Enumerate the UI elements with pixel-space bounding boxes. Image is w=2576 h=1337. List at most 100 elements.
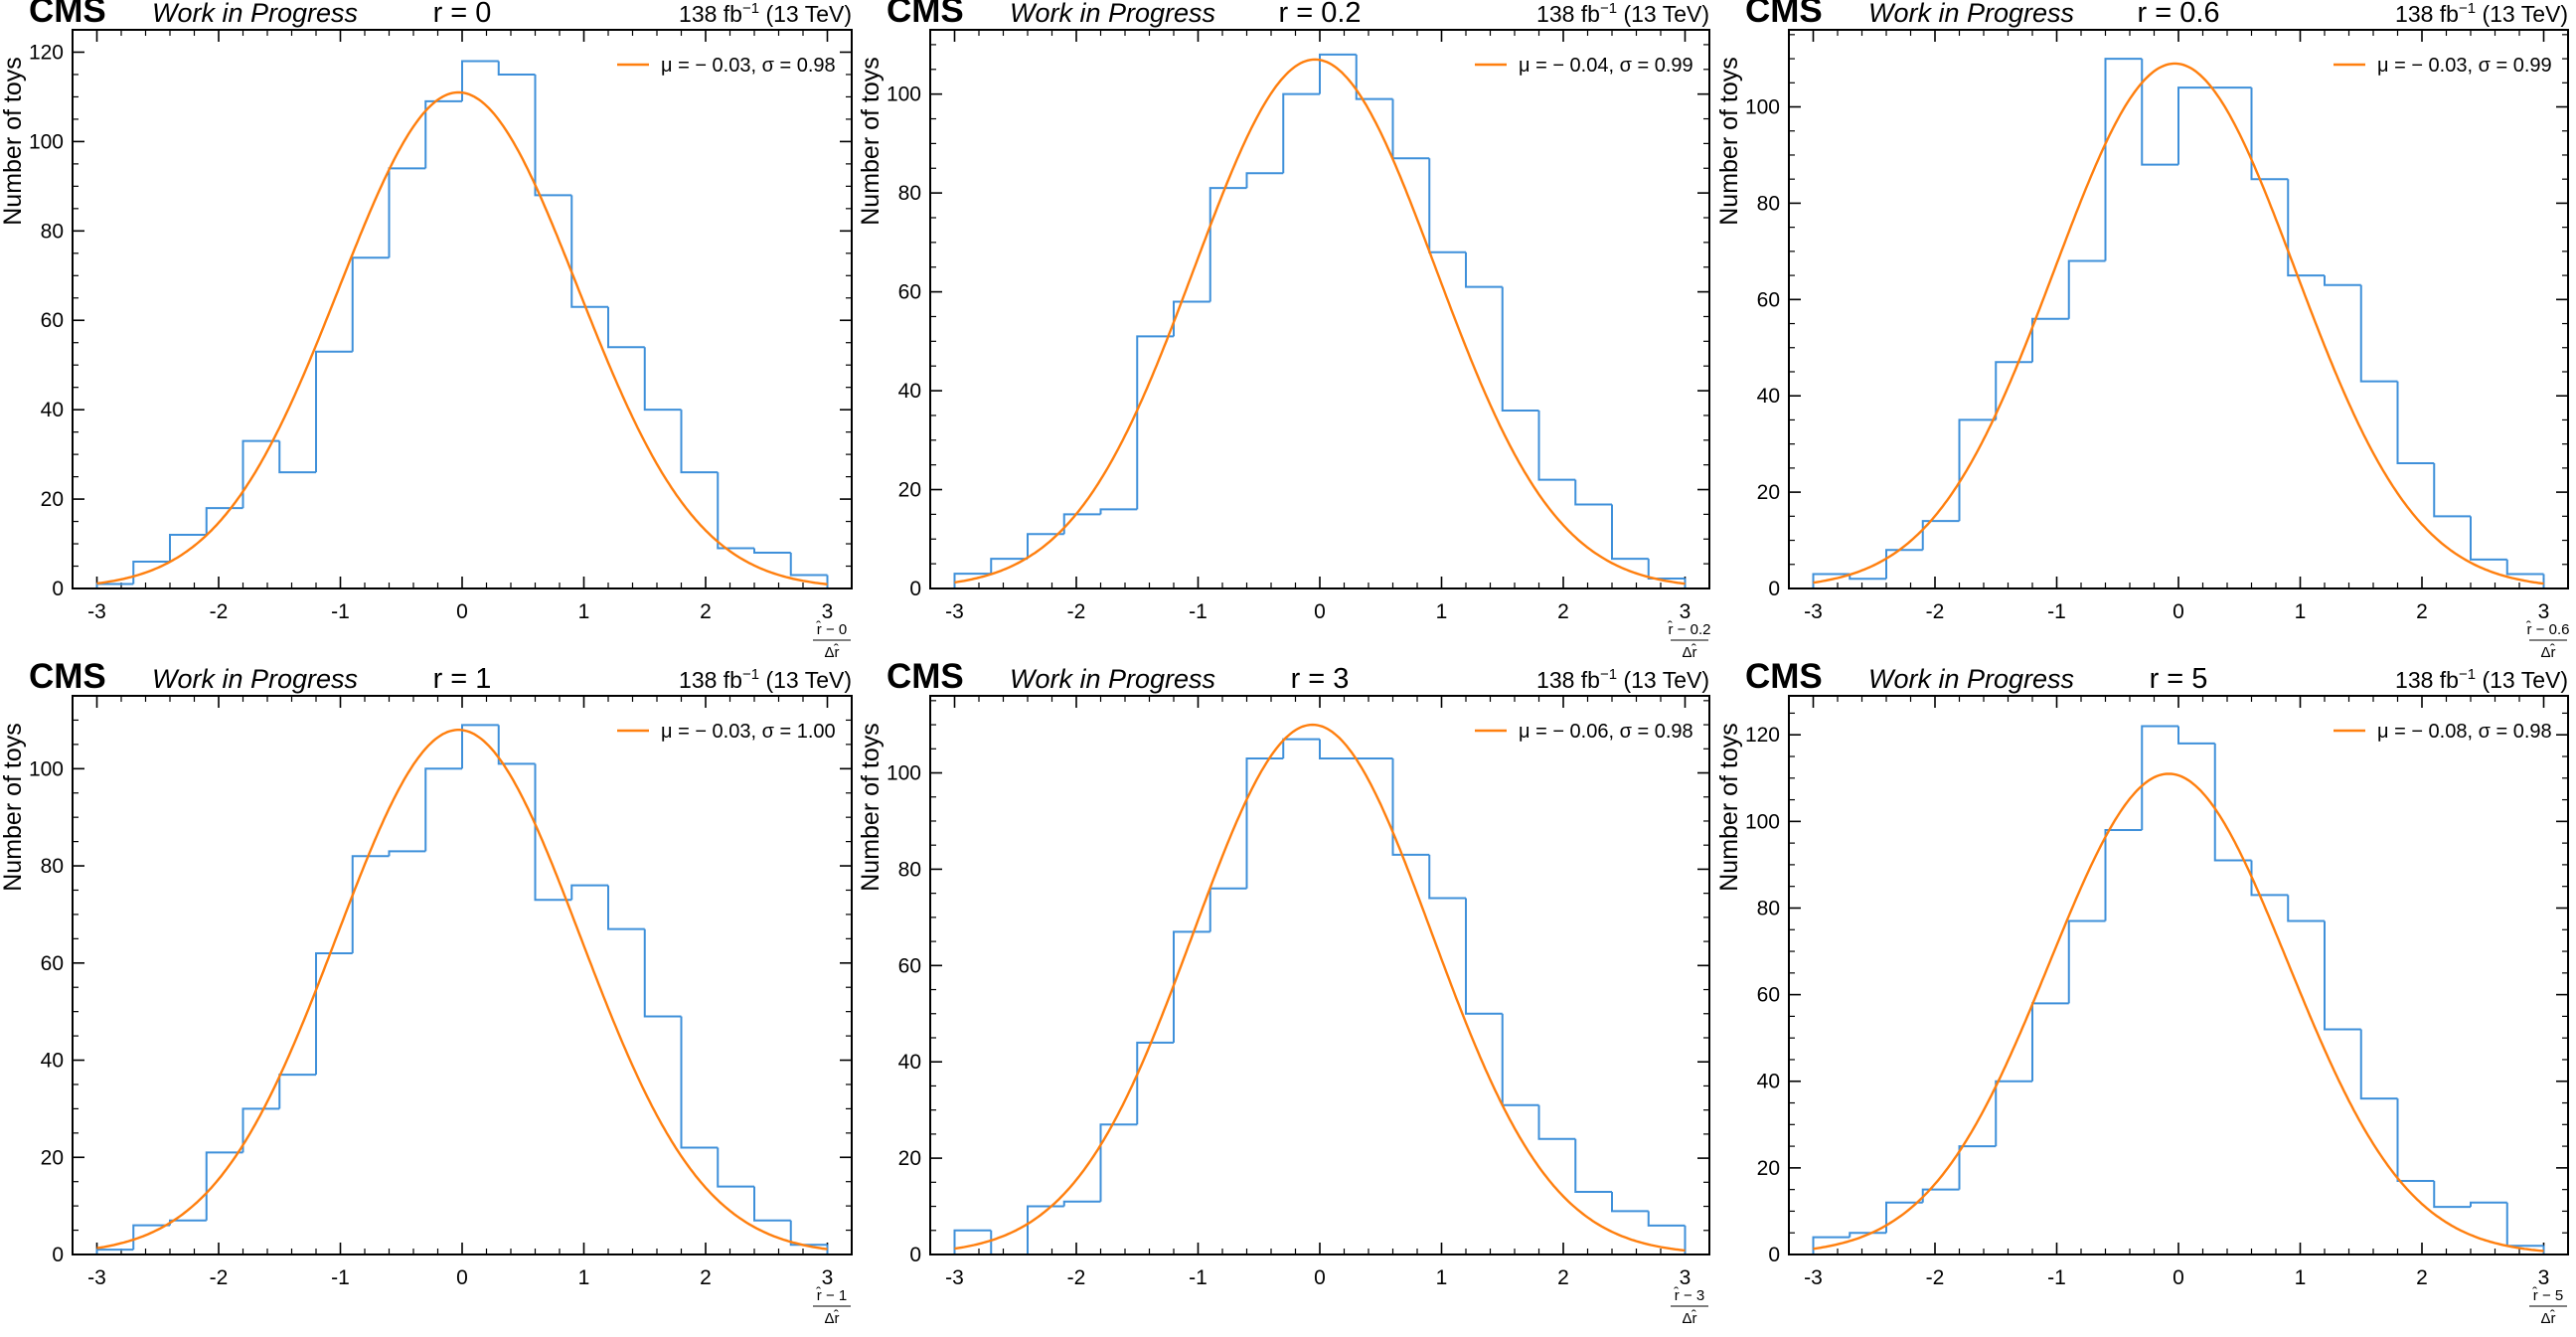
histogram-bin [424, 99, 462, 169]
histogram-bin [2177, 86, 2215, 165]
chart-panel-4: -3 -2 -1 0 1 2 3 0 20 40 60 80 100 μ = − 0.06, σ = 0.… [857, 657, 1710, 1327]
y-tick-label: 120 [29, 41, 64, 64]
histogram-bin [2141, 725, 2178, 831]
histogram-bin [1428, 158, 1466, 253]
energy-label: (13 TeV) [2476, 667, 2568, 693]
fit-curve [96, 90, 828, 585]
axes-frame [72, 29, 853, 589]
panel-title: r = 1 [433, 663, 492, 695]
histogram-bin [2470, 516, 2507, 561]
status-label: Work in Progress [1868, 0, 2074, 28]
energy-label: (13 TeV) [759, 667, 852, 693]
axes-frame [929, 695, 1710, 1255]
histogram-bin [680, 1016, 719, 1149]
x-axis-label-denominator: Δr̂ [1682, 1309, 1696, 1327]
histogram-bin [169, 534, 207, 563]
axes-frame [1788, 695, 2569, 1255]
histogram-bin [388, 850, 426, 857]
fit-curve [1813, 62, 2544, 585]
y-tick-label: 40 [41, 399, 64, 421]
panel-title: r = 0.2 [1278, 0, 1361, 29]
y-tick-label: 0 [909, 578, 921, 600]
y-tick-label: 40 [1757, 1071, 1780, 1093]
histogram-bin [953, 573, 992, 588]
y-tick-label: 60 [41, 309, 64, 332]
histogram-bin [1099, 508, 1138, 515]
histogram-bin [643, 928, 682, 1018]
histogram-bin [953, 1229, 992, 1254]
lumi-exponent: −1 [2459, 666, 2476, 683]
x-tick-label: 2 [1557, 600, 1569, 623]
x-minor-ticks [72, 30, 853, 588]
x-minor-ticks [72, 696, 853, 1254]
histogram-bin [1319, 739, 1357, 759]
histogram-bin [278, 1074, 316, 1109]
histogram-bin [242, 439, 280, 509]
status-label: Work in Progress [152, 664, 358, 694]
histogram-bin [643, 347, 682, 412]
histogram-bin [789, 553, 828, 577]
histogram-bin [1537, 410, 1576, 481]
histogram-bin [2177, 726, 2215, 745]
y-tick-label: 100 [1745, 810, 1780, 833]
x-tick-label: -3 [1804, 1266, 1823, 1289]
histogram-bin [2141, 59, 2178, 166]
histogram-bin [424, 767, 462, 852]
histogram-bin [1391, 757, 1430, 856]
cms-label: CMS [1745, 657, 1823, 696]
histogram [1812, 725, 2545, 1254]
status-label: Work in Progress [1010, 0, 1215, 28]
histogram-bin [2031, 1002, 2069, 1082]
chart-panel-3: -3 -2 -1 0 1 2 3 0 20 40 60 80 100 μ = − 0.03, σ = 1.… [0, 657, 853, 1327]
x-tick-label: 0 [2173, 1266, 2184, 1289]
lumi-label: 138 fb−1 (13 TeV) [1536, 0, 1709, 27]
legend-fit-label: μ = − 0.08, σ = 0.98 [2377, 721, 2552, 743]
x-tick-label: -2 [1926, 600, 1945, 623]
y-tick-label: 80 [41, 220, 64, 243]
x-axis-label-numerator: r̂ − 5 [2532, 1286, 2564, 1304]
x-tick-label: 2 [2416, 1266, 2428, 1289]
fit-curve [954, 58, 1686, 585]
y-axis-label: Number of toys [1715, 57, 1743, 226]
histogram-bin [2396, 1098, 2435, 1182]
histogram-bin [2031, 317, 2069, 363]
status-label: Work in Progress [1010, 664, 1215, 694]
x-tick-label: -3 [87, 600, 106, 623]
x-tick-label: 2 [2416, 600, 2428, 623]
panel-title: r = 0.6 [2137, 0, 2219, 29]
histogram-bin [1027, 1205, 1064, 1254]
x-axis-label-denominator: Δr̂ [2540, 1309, 2555, 1327]
x-tick-label: 3 [1680, 1266, 1691, 1289]
histogram-bin [1136, 335, 1174, 510]
histogram-bin [1995, 1080, 2032, 1147]
histogram-bin [461, 60, 499, 101]
histogram-bin [1282, 738, 1320, 758]
histogram-bin [1647, 559, 1686, 581]
x-tick-label: 0 [1314, 1266, 1326, 1289]
cms-label: CMS [29, 657, 106, 696]
histogram-bin [1319, 53, 1357, 94]
x-tick-label: 1 [1436, 600, 1448, 623]
x-tick-label: 1 [578, 600, 590, 623]
histogram-bin [1062, 1200, 1101, 1207]
y-tick-label: 80 [898, 858, 921, 881]
x-tick-label: 3 [2538, 600, 2550, 623]
lumi-exponent: −1 [742, 0, 759, 17]
x-tick-label: -1 [1189, 600, 1208, 623]
histogram-bin [1428, 854, 1466, 900]
histogram-bin [2505, 1202, 2544, 1248]
y-axis-label: Number of toys [0, 57, 27, 226]
x-tick-label: 2 [700, 600, 712, 623]
histogram-bin [1245, 756, 1284, 889]
y-tick-label: 0 [52, 1244, 64, 1266]
x-tick-label: 0 [2173, 600, 2184, 623]
histogram-bin [607, 306, 645, 349]
x-tick-label: -2 [1926, 1266, 1945, 1289]
histogram [953, 53, 1687, 588]
panel-title: r = 5 [2150, 663, 2208, 695]
histogram-bin [1958, 418, 1997, 522]
lumi-value: 138 fb [1536, 1, 1600, 27]
histogram-bin [2287, 179, 2325, 277]
lumi-value: 138 fb [1536, 667, 1600, 693]
x-tick-label: 3 [822, 1266, 834, 1289]
